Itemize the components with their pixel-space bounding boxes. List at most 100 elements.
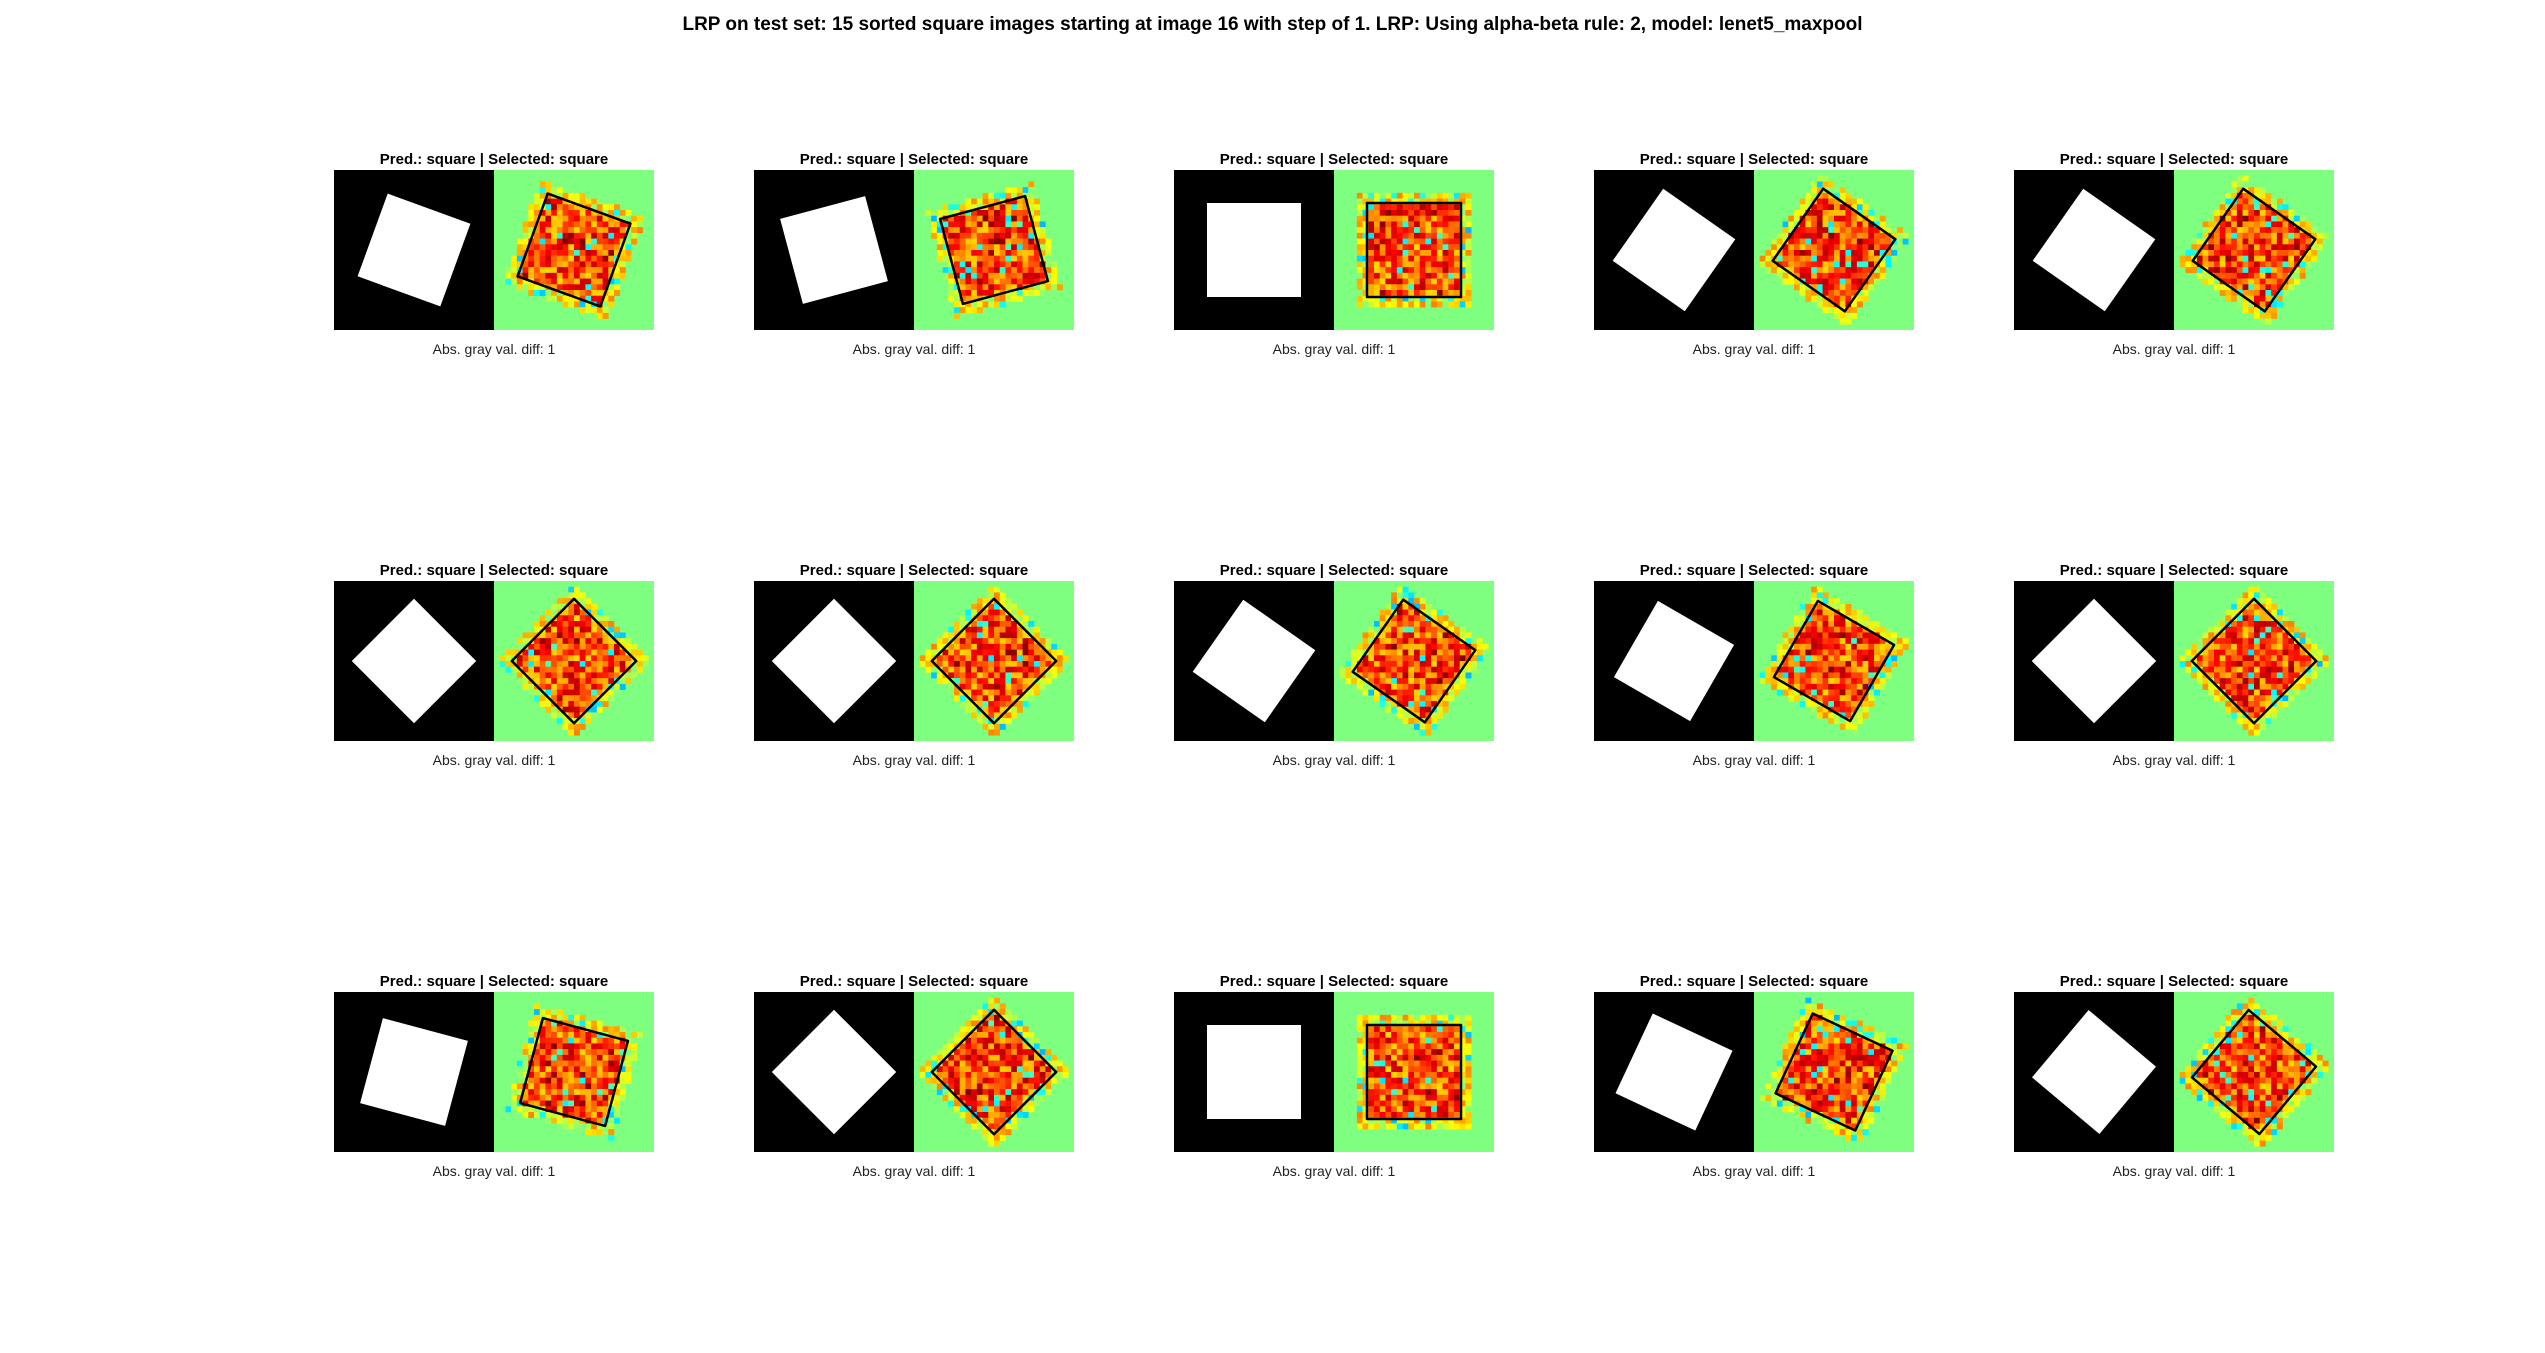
panel-title: Pred.: square | Selected: square xyxy=(1219,973,1449,990)
lrp-panel: Pred.: square | Selected: square Abs. gra… xyxy=(1594,151,1914,381)
panel-image-pair xyxy=(1594,992,1914,1152)
panel-title: Pred.: square | Selected: square xyxy=(1639,151,1869,168)
panel-title: Pred.: square | Selected: square xyxy=(799,973,1029,990)
input-square-shape xyxy=(771,1009,897,1135)
shape-outline xyxy=(1365,1023,1463,1121)
panel-image-pair xyxy=(1594,581,1914,741)
lrp-panel: Pred.: square | Selected: square Abs. gra… xyxy=(754,562,1074,792)
panel-caption: Abs. gray val. diff: 1 xyxy=(852,341,976,357)
panel-title: Pred.: square | Selected: square xyxy=(2059,562,2289,579)
panel-image-pair xyxy=(754,581,1074,741)
panel-caption: Abs. gray val. diff: 1 xyxy=(1692,1163,1816,1179)
panel-title: Pred.: square | Selected: square xyxy=(1219,562,1449,579)
relevance-heatmap xyxy=(2174,992,2334,1152)
lrp-panel: Pred.: square | Selected: square Abs. gra… xyxy=(1174,562,1494,792)
relevance-heatmap xyxy=(914,170,1074,330)
panel-caption: Abs. gray val. diff: 1 xyxy=(1692,752,1816,768)
input-square-shape xyxy=(2032,1010,2156,1134)
relevance-heatmap xyxy=(1754,581,1914,741)
panel-image-pair xyxy=(1174,581,1494,741)
input-square-shape xyxy=(2032,188,2156,312)
relevance-heatmap xyxy=(1754,170,1914,330)
shape-outline xyxy=(1365,201,1463,299)
relevance-heatmap xyxy=(494,170,654,330)
panel-title: Pred.: square | Selected: square xyxy=(2059,151,2289,168)
relevance-heatmap xyxy=(914,992,1074,1152)
relevance-heatmap xyxy=(914,581,1074,741)
panel-caption: Abs. gray val. diff: 1 xyxy=(432,341,556,357)
panel-image-pair xyxy=(2014,170,2334,330)
relevance-heatmap xyxy=(494,581,654,741)
panel-image-pair xyxy=(2014,581,2334,741)
shape-outline xyxy=(1772,599,1896,723)
lrp-panel: Pred.: square | Selected: square Abs. gra… xyxy=(1594,562,1914,792)
panel-title: Pred.: square | Selected: square xyxy=(799,562,1029,579)
input-square-shape xyxy=(360,1018,468,1126)
lrp-panel: Pred.: square | Selected: square Abs. gra… xyxy=(1174,151,1494,381)
shape-outline xyxy=(930,597,1058,725)
panel-title: Pred.: square | Selected: square xyxy=(799,151,1029,168)
relevance-heatmap xyxy=(1754,992,1914,1152)
lrp-panel: Pred.: square | Selected: square Abs. gra… xyxy=(1174,973,1494,1203)
shape-outline xyxy=(930,1008,1058,1136)
panel-image-pair xyxy=(334,170,654,330)
input-square-shape xyxy=(1612,188,1736,312)
panel-image-pair xyxy=(2014,992,2334,1152)
shape-outline xyxy=(510,597,638,725)
lrp-panel: Pred.: square | Selected: square Abs. gra… xyxy=(2014,151,2334,381)
panel-title: Pred.: square | Selected: square xyxy=(1639,562,1869,579)
input-square-shape xyxy=(780,196,888,304)
lrp-panel: Pred.: square | Selected: square Abs. gra… xyxy=(334,151,654,381)
relevance-heatmap xyxy=(2174,170,2334,330)
panel-image-pair xyxy=(1174,992,1494,1152)
shape-outline xyxy=(2191,187,2317,313)
panel-caption: Abs. gray val. diff: 1 xyxy=(852,752,976,768)
panel-caption: Abs. gray val. diff: 1 xyxy=(852,1163,976,1179)
input-square-shape xyxy=(1615,1013,1733,1131)
panel-title: Pred.: square | Selected: square xyxy=(379,151,609,168)
relevance-heatmap xyxy=(1334,581,1494,741)
lrp-panel: Pred.: square | Selected: square Abs. gra… xyxy=(1594,973,1914,1203)
panel-caption: Abs. gray val. diff: 1 xyxy=(2112,1163,2236,1179)
input-square-shape xyxy=(1613,600,1735,722)
input-square-shape xyxy=(1192,599,1316,723)
input-square-shape xyxy=(357,193,471,307)
figure-title: LRP on test set: 15 sorted square images… xyxy=(682,14,1863,35)
lrp-panel: Pred.: square | Selected: square Abs. gra… xyxy=(334,973,654,1203)
panel-caption: Abs. gray val. diff: 1 xyxy=(432,752,556,768)
lrp-panel: Pred.: square | Selected: square Abs. gra… xyxy=(754,973,1074,1203)
shape-outline xyxy=(1771,187,1897,313)
lrp-panel: Pred.: square | Selected: square Abs. gra… xyxy=(334,562,654,792)
relevance-heatmap xyxy=(494,992,654,1152)
relevance-heatmap xyxy=(2174,581,2334,741)
lrp-panel: Pred.: square | Selected: square Abs. gra… xyxy=(754,151,1074,381)
panel-caption: Abs. gray val. diff: 1 xyxy=(1272,1163,1396,1179)
shape-outline xyxy=(2190,597,2318,725)
shape-outline xyxy=(2190,1008,2318,1136)
relevance-heatmap xyxy=(1334,992,1494,1152)
panel-caption: Abs. gray val. diff: 1 xyxy=(2112,341,2236,357)
panel-title: Pred.: square | Selected: square xyxy=(2059,973,2289,990)
shape-outline xyxy=(938,194,1050,306)
panel-caption: Abs. gray val. diff: 1 xyxy=(432,1163,556,1179)
input-square-shape xyxy=(351,598,477,724)
panel-title: Pred.: square | Selected: square xyxy=(1219,151,1449,168)
panel-title: Pred.: square | Selected: square xyxy=(1639,973,1869,990)
lrp-panel: Pred.: square | Selected: square Abs. gra… xyxy=(2014,562,2334,792)
input-square-shape xyxy=(1207,1025,1301,1119)
lrp-panel: Pred.: square | Selected: square Abs. gra… xyxy=(2014,973,2334,1203)
panel-title: Pred.: square | Selected: square xyxy=(379,973,609,990)
shape-outline xyxy=(1774,1012,1894,1132)
relevance-heatmap xyxy=(1334,170,1494,330)
input-square-shape xyxy=(1207,203,1301,297)
panel-image-pair xyxy=(754,992,1074,1152)
shape-outline xyxy=(1351,598,1477,724)
panel-image-pair xyxy=(1594,170,1914,330)
shape-outline xyxy=(518,1016,630,1128)
panel-title: Pred.: square | Selected: square xyxy=(379,562,609,579)
shape-outline xyxy=(516,192,632,308)
panel-image-pair xyxy=(334,992,654,1152)
panel-image-pair xyxy=(754,170,1074,330)
panel-caption: Abs. gray val. diff: 1 xyxy=(2112,752,2236,768)
panel-caption: Abs. gray val. diff: 1 xyxy=(1272,752,1396,768)
